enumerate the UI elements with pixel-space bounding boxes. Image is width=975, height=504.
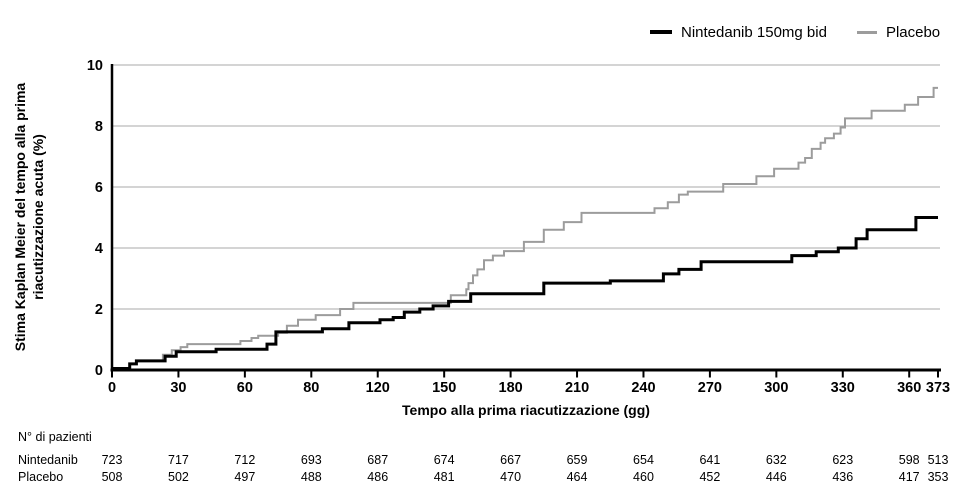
at-risk-count: 687 bbox=[367, 453, 389, 467]
at-risk-count: 712 bbox=[234, 453, 256, 467]
y-tick-label: 6 bbox=[95, 180, 103, 196]
x-tick-label: 30 bbox=[170, 380, 186, 396]
at-risk-row-label-placebo: Placebo bbox=[18, 470, 64, 484]
nintedanib-line-swatch-icon bbox=[650, 30, 672, 34]
y-tick-label: 8 bbox=[95, 119, 103, 135]
at-risk-count: 717 bbox=[167, 453, 189, 467]
at-risk-count: 632 bbox=[765, 453, 787, 467]
y-axis-label-line1: Stima Kaplan Meier del tempo alla prima bbox=[12, 82, 28, 352]
x-tick-label: 270 bbox=[698, 380, 722, 396]
at-risk-count: 436 bbox=[832, 470, 854, 484]
legend-item-nintedanib: Nintedanib 150mg bid bbox=[650, 24, 827, 41]
series-path-nintedanib-150mg-bid bbox=[112, 216, 938, 370]
at-risk-title: N° di pazienti bbox=[18, 430, 92, 444]
x-tick-label: 80 bbox=[303, 380, 319, 396]
y-axis-label: Stima Kaplan Meier del tempo alla prima … bbox=[11, 52, 49, 382]
at-risk-count: 486 bbox=[367, 470, 389, 484]
at-risk-count: 452 bbox=[699, 470, 721, 484]
at-risk-count: 481 bbox=[433, 470, 455, 484]
x-tick-label: 150 bbox=[432, 380, 456, 396]
x-tick-label: 300 bbox=[764, 380, 788, 396]
x-tick-label: 360 bbox=[897, 380, 921, 396]
at-risk-count: 641 bbox=[699, 453, 721, 467]
legend-item-placebo: Placebo bbox=[856, 23, 941, 41]
at-risk-count: 654 bbox=[633, 453, 654, 467]
at-risk-count: 488 bbox=[300, 470, 322, 484]
at-risk-count: 623 bbox=[832, 453, 854, 467]
at-risk-count: 659 bbox=[566, 453, 588, 467]
x-axis-label: Tempo alla prima riacutizzazione (gg) bbox=[402, 402, 650, 418]
legend-label-nintedanib: Nintedanib 150mg bid bbox=[681, 23, 827, 41]
at-risk-count: 446 bbox=[765, 470, 787, 484]
y-tick-label: 0 bbox=[95, 363, 103, 379]
at-risk-count: 513 bbox=[927, 453, 949, 467]
y-tick-label: 10 bbox=[87, 58, 103, 74]
x-tick-label: 180 bbox=[499, 380, 523, 396]
x-tick-label: 0 bbox=[108, 380, 116, 396]
y-axis-label-line2: riacutizzazione acuta (%) bbox=[30, 134, 46, 300]
x-tick-label: 330 bbox=[831, 380, 855, 396]
x-tick-label: 210 bbox=[565, 380, 589, 396]
at-risk-count: 723 bbox=[101, 453, 123, 467]
y-tick-label: 4 bbox=[95, 241, 103, 257]
x-tick-label: 373 bbox=[926, 380, 950, 396]
at-risk-count: 508 bbox=[101, 470, 123, 484]
legend: Nintedanib 150mg bid Placebo bbox=[650, 20, 940, 44]
x-tick-label: 60 bbox=[237, 380, 253, 396]
at-risk-count: 674 bbox=[433, 453, 455, 467]
series-path-placebo bbox=[112, 86, 938, 370]
at-risk-count: 667 bbox=[500, 453, 522, 467]
at-risk-count: 502 bbox=[167, 470, 189, 484]
placebo-line-swatch-icon bbox=[856, 30, 877, 34]
x-tick-label: 240 bbox=[631, 380, 655, 396]
at-risk-count: 497 bbox=[234, 470, 256, 484]
x-tick-label: 120 bbox=[366, 380, 390, 396]
at-risk-count: 417 bbox=[898, 470, 920, 484]
at-risk-count: 470 bbox=[500, 470, 522, 484]
at-risk-count: 693 bbox=[300, 453, 322, 467]
at-risk-row-label-nintedanib: Nintedanib bbox=[18, 453, 78, 467]
legend-label-placebo: Placebo bbox=[885, 23, 941, 41]
at-risk-count: 598 bbox=[898, 453, 920, 467]
at-risk-count: 353 bbox=[927, 470, 949, 484]
at-risk-count: 460 bbox=[633, 470, 654, 484]
at-risk-count: 464 bbox=[566, 470, 588, 484]
y-tick-label: 2 bbox=[95, 302, 103, 318]
